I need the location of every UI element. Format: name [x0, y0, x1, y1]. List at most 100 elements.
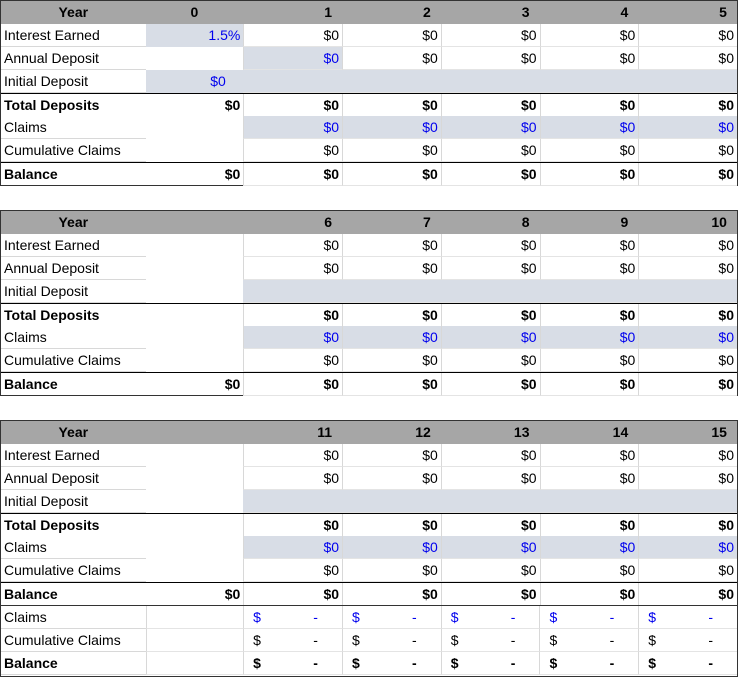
- value-cell[interactable]: $0: [440, 373, 540, 396]
- accounting-cell[interactable]: $ -: [243, 652, 342, 675]
- value-cell[interactable]: $0: [440, 349, 540, 372]
- year0-cell[interactable]: $0: [224, 586, 241, 602]
- value-cell[interactable]: $0: [638, 116, 737, 139]
- year0-cell[interactable]: [146, 280, 244, 303]
- accounting-cell[interactable]: $ -: [638, 652, 737, 675]
- value-cell[interactable]: $0: [638, 559, 737, 582]
- value-cell[interactable]: $0: [539, 163, 639, 186]
- value-cell[interactable]: $0: [342, 559, 441, 582]
- value-cell[interactable]: [638, 70, 738, 93]
- value-cell[interactable]: [440, 490, 540, 513]
- year0-cell[interactable]: [146, 490, 244, 513]
- value-cell[interactable]: $0: [539, 304, 639, 327]
- value-cell[interactable]: $0: [243, 47, 343, 70]
- value-cell[interactable]: $0: [342, 47, 441, 70]
- value-cell[interactable]: $0: [440, 444, 540, 467]
- value-cell[interactable]: $0: [638, 24, 737, 47]
- value-cell[interactable]: $0: [638, 514, 737, 537]
- year0-cell[interactable]: [146, 257, 244, 280]
- accounting-cell[interactable]: $ -: [539, 606, 639, 629]
- value-cell[interactable]: $0: [243, 559, 343, 582]
- value-cell[interactable]: $0: [243, 349, 343, 372]
- accounting-cell[interactable]: $ -: [341, 652, 441, 675]
- value-cell[interactable]: $0: [243, 94, 343, 117]
- value-cell[interactable]: $0: [539, 559, 639, 582]
- value-cell[interactable]: $0: [243, 257, 343, 280]
- value-cell[interactable]: $0: [342, 583, 441, 606]
- accounting-cell[interactable]: $ -: [539, 629, 639, 652]
- value-cell[interactable]: $0: [638, 304, 737, 327]
- accounting-cell[interactable]: $ -: [638, 606, 737, 629]
- value-cell[interactable]: $0: [539, 349, 639, 372]
- value-cell[interactable]: $0: [638, 163, 737, 186]
- value-cell[interactable]: $0: [638, 94, 737, 117]
- value-cell[interactable]: $0: [440, 94, 540, 117]
- year0-cell[interactable]: $0: [224, 376, 241, 392]
- value-cell[interactable]: $0: [440, 304, 540, 327]
- value-cell[interactable]: $0: [342, 326, 441, 349]
- value-cell[interactable]: $0: [440, 163, 540, 186]
- year0-cell[interactable]: $0: [224, 166, 241, 182]
- value-cell[interactable]: $0: [440, 583, 540, 606]
- value-cell[interactable]: $0: [342, 234, 441, 257]
- accounting-cell[interactable]: $ -: [539, 652, 639, 675]
- year0-cell[interactable]: 1.5%: [145, 24, 244, 47]
- value-cell[interactable]: $0: [440, 257, 540, 280]
- accounting-cell[interactable]: $ -: [440, 629, 540, 652]
- year0-cell[interactable]: [145, 606, 244, 629]
- value-cell[interactable]: $0: [539, 94, 639, 117]
- value-cell[interactable]: $0: [440, 514, 540, 537]
- value-cell[interactable]: $0: [638, 349, 737, 372]
- year0-cell[interactable]: [145, 652, 244, 675]
- value-cell[interactable]: $0: [539, 583, 639, 606]
- accounting-cell[interactable]: $ -: [638, 629, 737, 652]
- value-cell[interactable]: $0: [440, 116, 540, 139]
- value-cell[interactable]: $0: [638, 373, 737, 396]
- year0-cell[interactable]: [146, 467, 244, 490]
- accounting-cell[interactable]: $ -: [243, 606, 342, 629]
- value-cell[interactable]: $0: [243, 139, 343, 162]
- year0-cell[interactable]: [146, 139, 244, 162]
- value-cell[interactable]: $0: [342, 139, 441, 162]
- value-cell[interactable]: [638, 490, 737, 513]
- value-cell[interactable]: [342, 70, 441, 93]
- year0-cell[interactable]: [146, 116, 244, 139]
- value-cell[interactable]: $0: [243, 326, 343, 349]
- value-cell[interactable]: [539, 280, 639, 303]
- year0-cell[interactable]: [146, 326, 244, 349]
- value-cell[interactable]: $0: [440, 326, 540, 349]
- value-cell[interactable]: $0: [638, 326, 737, 349]
- year0-cell[interactable]: [146, 304, 244, 327]
- value-cell[interactable]: $0: [638, 467, 737, 490]
- year0-cell[interactable]: $0: [145, 70, 244, 93]
- value-cell[interactable]: $0: [243, 304, 343, 327]
- value-cell[interactable]: $0: [539, 24, 639, 47]
- value-cell[interactable]: $0: [638, 583, 737, 606]
- accounting-cell[interactable]: $ -: [440, 606, 540, 629]
- accounting-cell[interactable]: $ -: [341, 606, 441, 629]
- value-cell[interactable]: $0: [638, 257, 737, 280]
- value-cell[interactable]: $0: [539, 536, 639, 559]
- value-cell[interactable]: $0: [243, 514, 343, 537]
- value-cell[interactable]: $0: [539, 514, 639, 537]
- value-cell[interactable]: $0: [539, 326, 639, 349]
- value-cell[interactable]: $0: [440, 234, 540, 257]
- value-cell[interactable]: $0: [539, 234, 639, 257]
- year0-cell[interactable]: [146, 514, 244, 537]
- value-cell[interactable]: $0: [342, 536, 441, 559]
- value-cell[interactable]: $0: [342, 373, 441, 396]
- value-cell[interactable]: $0: [440, 536, 540, 559]
- value-cell[interactable]: $0: [440, 467, 540, 490]
- value-cell[interactable]: $0: [539, 139, 639, 162]
- value-cell[interactable]: $0: [243, 163, 343, 186]
- value-cell[interactable]: $0: [342, 444, 441, 467]
- value-cell[interactable]: $0: [638, 536, 737, 559]
- value-cell[interactable]: $0: [638, 444, 737, 467]
- value-cell[interactable]: [539, 490, 639, 513]
- year0-cell[interactable]: [146, 444, 244, 467]
- accounting-cell[interactable]: $ -: [341, 629, 441, 652]
- value-cell[interactable]: [638, 280, 737, 303]
- value-cell[interactable]: $0: [342, 467, 441, 490]
- year0-cell[interactable]: [146, 234, 244, 257]
- year0-cell[interactable]: [146, 47, 244, 70]
